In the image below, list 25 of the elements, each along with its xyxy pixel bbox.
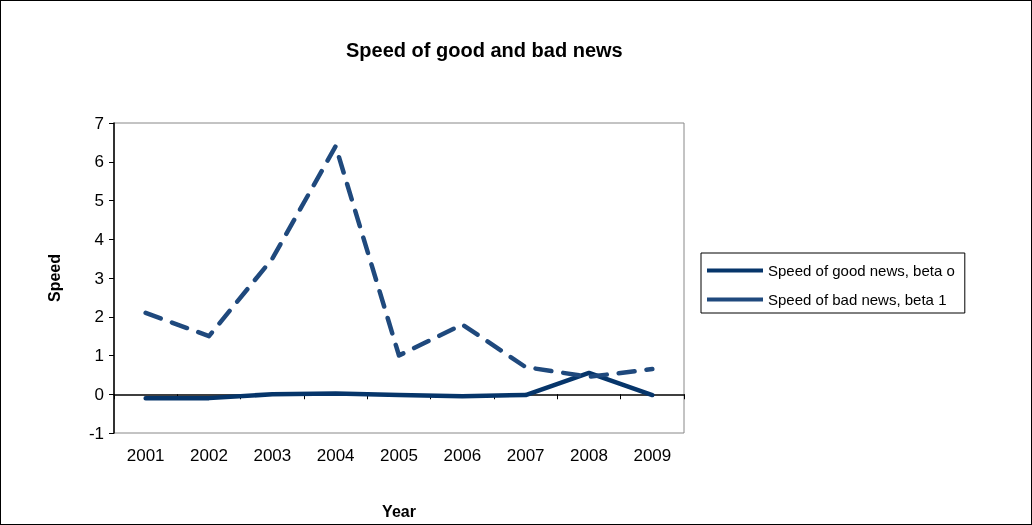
x-tick-label: 2002 [190,446,228,465]
line-series [143,370,655,401]
x-axis-title: Year [382,502,416,520]
x-tick-label: 2009 [633,446,672,465]
y-tick-label: 3 [94,268,104,288]
y-tick-label: 4 [94,229,104,249]
x-tick-label: 2001 [126,446,165,465]
chart-title: Speed of good and bad news [346,39,623,61]
y-axis-title: Speed [45,253,63,303]
y-tick-label: 7 [94,113,104,133]
y-tick-label: 6 [94,152,104,172]
y-tick-label: 2 [94,307,104,327]
x-tick-label: 2007 [506,446,545,465]
x-tick-label: 2006 [443,446,482,465]
legend-label: Speed of good news, beta o [768,262,955,279]
x-tick-label: 2004 [316,446,355,465]
x-tick-label: 2008 [570,446,608,465]
x-tick-label: 2005 [380,446,418,465]
y-tick-label: 5 [94,191,104,210]
line-series [143,144,655,380]
y-tick-label: -1 [88,423,104,443]
legend-label: Speed of bad news, beta 1 [768,291,947,308]
y-tick-label: 0 [94,384,104,404]
y-tick-label: 1 [94,346,104,365]
x-tick-label: 2003 [253,446,292,465]
